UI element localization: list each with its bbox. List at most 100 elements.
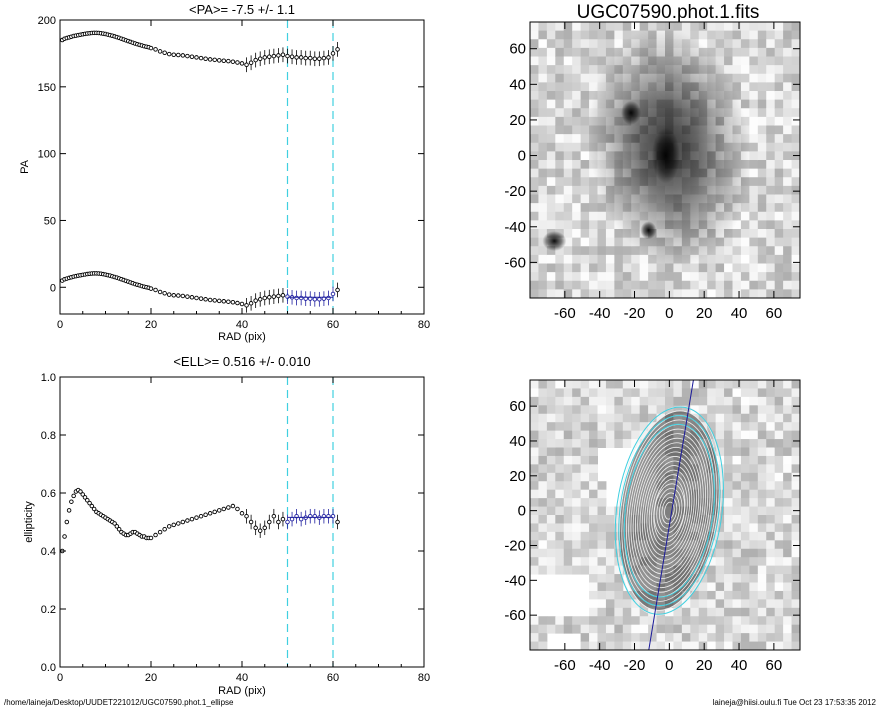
galaxy-image-pixel bbox=[757, 30, 767, 40]
galaxy-image-pixel bbox=[783, 73, 793, 83]
pa-plot-point-shifted bbox=[303, 55, 308, 61]
galaxy-image-pixel bbox=[740, 280, 750, 290]
isophote-image-pixel bbox=[555, 447, 565, 457]
galaxy-image-pixel bbox=[757, 289, 767, 298]
isophote-image-pixel bbox=[740, 380, 750, 389]
isophote-image-pixel bbox=[563, 624, 573, 634]
isophote-image-pixel bbox=[791, 574, 800, 583]
isophote-image-pixel bbox=[698, 396, 708, 406]
galaxy-image-pixel bbox=[732, 56, 742, 66]
isophote-image-pixel bbox=[673, 405, 683, 415]
isophote-image-pixel bbox=[749, 565, 759, 575]
galaxy-image-pixel bbox=[530, 30, 539, 40]
galaxy-image-pixel bbox=[589, 185, 598, 195]
isophote-image-pixel bbox=[597, 498, 607, 508]
pa-plot-point bbox=[148, 286, 154, 291]
galaxy-image-pixel bbox=[774, 185, 784, 195]
isophote-image-pixel bbox=[757, 430, 767, 440]
isophote-image-pixel bbox=[690, 582, 700, 592]
ellipticity-plot-point bbox=[71, 493, 76, 499]
isophote-image-pixel bbox=[681, 380, 691, 389]
pa-plot-point-shifted bbox=[185, 53, 190, 59]
galaxy-image-pixel bbox=[622, 280, 632, 290]
galaxy-image-pixel bbox=[724, 263, 733, 273]
isophote-image-pixel bbox=[555, 430, 565, 440]
galaxy-image-pixel bbox=[631, 263, 641, 273]
galaxy-image-pixel bbox=[530, 39, 539, 49]
isophote-image-pixel bbox=[757, 405, 767, 415]
pa-plot-point-shifted bbox=[157, 49, 163, 54]
galaxy-image-pixel bbox=[757, 56, 767, 66]
isophote-image-pixel bbox=[766, 396, 776, 406]
galaxy-image-pixel bbox=[766, 237, 776, 247]
isophote-image-pixel bbox=[783, 422, 793, 432]
isophote-image-pixel bbox=[724, 506, 733, 516]
galaxy-image-pixel bbox=[715, 56, 725, 66]
galaxy-image-pixel bbox=[766, 108, 776, 118]
isophote-image-pixel bbox=[614, 548, 624, 558]
galaxy-image-pixel bbox=[732, 229, 742, 239]
galaxy-image-pixel bbox=[740, 65, 750, 75]
galaxy-image-pixel bbox=[572, 194, 582, 204]
galaxy-image-pixel bbox=[715, 30, 725, 40]
isophote-image-pixel bbox=[774, 481, 784, 491]
isophote-image-pixel bbox=[774, 582, 784, 592]
ellipticity-plot-point bbox=[239, 511, 245, 516]
ellipticity-plot-point bbox=[189, 516, 195, 522]
galaxy-image-pixel bbox=[614, 30, 624, 40]
isophote-image-pixel bbox=[538, 447, 548, 457]
ellipticity-plot-point bbox=[194, 515, 199, 520]
isophote-image-pixel bbox=[546, 506, 556, 516]
isophote-image-pixel bbox=[791, 531, 800, 541]
galaxy-image-pixel bbox=[538, 82, 548, 92]
ellipticity-plot-point bbox=[166, 524, 172, 529]
isophote-image-pixel bbox=[555, 489, 565, 499]
isophote-image-pixel bbox=[791, 599, 800, 609]
pa-plot-point bbox=[226, 299, 231, 304]
galaxy-image-pixel bbox=[766, 134, 776, 144]
isophote-image-pixel bbox=[774, 464, 784, 474]
galaxy-image-pixel bbox=[538, 272, 548, 282]
isophote-image-pixel bbox=[783, 472, 793, 482]
isophote-image-pixel bbox=[555, 616, 565, 626]
isophote-image-pixel bbox=[639, 380, 649, 389]
isophote-image-pixel bbox=[656, 641, 666, 650]
galaxy-image-ytick-label: 60 bbox=[509, 41, 526, 58]
isophote-image-pixel bbox=[538, 388, 548, 398]
galaxy-image-pixel bbox=[791, 65, 800, 75]
galaxy-image-pixel bbox=[732, 263, 742, 273]
isophote-image-pixel bbox=[724, 455, 733, 465]
isophote-image-pixel bbox=[589, 599, 598, 609]
isophote-image-pixel bbox=[631, 380, 641, 389]
isophote-image-pixel bbox=[766, 439, 776, 448]
isophote-image-pixel bbox=[648, 396, 658, 406]
galaxy-image-pixel bbox=[614, 289, 624, 298]
galaxy-image-pixel bbox=[614, 246, 624, 256]
galaxy-image-pixel bbox=[546, 160, 556, 170]
ellipticity-plot-point bbox=[66, 508, 72, 513]
galaxy-image-pixel bbox=[774, 280, 784, 290]
isophote-image-pixel bbox=[791, 455, 800, 465]
isophote-image-pixel bbox=[766, 641, 776, 650]
isophote-image-pixel bbox=[538, 515, 548, 524]
galaxy-image-pixel bbox=[766, 82, 776, 92]
galaxy-image-pixel bbox=[791, 30, 800, 40]
isophote-image-pixel bbox=[724, 481, 733, 491]
isophote-image-pixel bbox=[724, 523, 733, 533]
ellipticity-plot-point bbox=[248, 519, 254, 525]
isophote-image-pixel bbox=[783, 641, 793, 650]
isophote-image-pixel bbox=[572, 616, 582, 626]
galaxy-image-pixel bbox=[572, 185, 582, 195]
galaxy-image-pixel bbox=[766, 142, 776, 152]
pa-plot-point bbox=[326, 295, 331, 301]
isophote-image-pixel bbox=[563, 455, 573, 465]
galaxy-image-pixel bbox=[783, 254, 793, 264]
isophote-image-pixel bbox=[783, 439, 793, 448]
isophote-image-pixel bbox=[698, 405, 708, 415]
isophote-image-pixel bbox=[724, 447, 733, 457]
isophote-image-pixel bbox=[707, 641, 717, 650]
galaxy-image-pixel bbox=[546, 108, 556, 118]
isophote-image-pixel bbox=[665, 396, 674, 406]
pa-plot-point-shifted bbox=[298, 55, 304, 60]
isophote-image-pixel bbox=[783, 396, 793, 406]
